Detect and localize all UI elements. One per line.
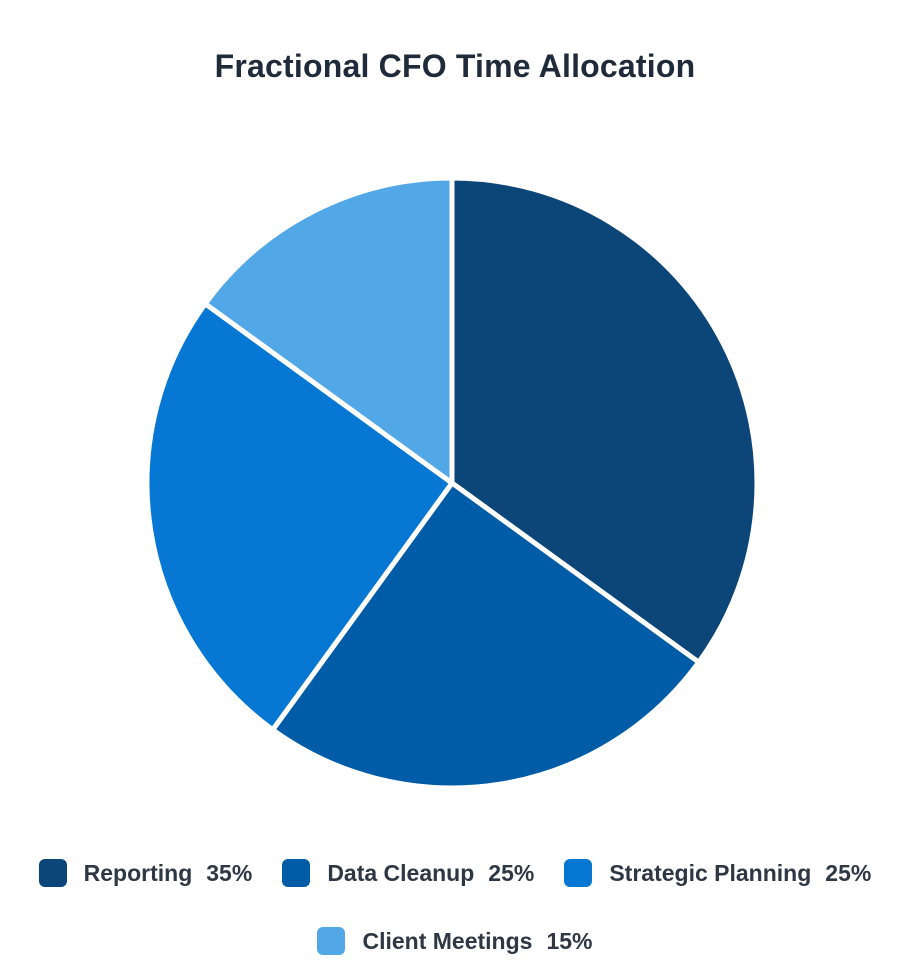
- legend-row-2: Client Meetings 15%: [0, 927, 910, 955]
- legend-value: 15%: [546, 927, 593, 954]
- pie-chart: [144, 175, 760, 791]
- pie-slice-reporting[interactable]: [449, 175, 760, 665]
- legend-swatch-data-cleanup: [282, 859, 311, 887]
- legend-item-client-meetings[interactable]: Client Meetings 15%: [317, 927, 593, 955]
- legend-item-data-cleanup[interactable]: Data Cleanup 25%: [282, 859, 534, 887]
- legend-value: 35%: [206, 859, 253, 886]
- legend-label: Reporting: [83, 859, 193, 886]
- legend-swatch-client-meetings: [317, 927, 346, 955]
- legend-row-1: Reporting 35% Data Cleanup 25% Strategic…: [0, 859, 910, 887]
- legend-item-strategic-planning[interactable]: Strategic Planning 25%: [564, 859, 871, 887]
- pie-slice-data-cleanup[interactable]: [270, 480, 702, 791]
- pie-slice-client-meetings[interactable]: [202, 175, 455, 486]
- legend-swatch-reporting: [38, 859, 67, 887]
- pie-slice-strategic-planning[interactable]: [144, 301, 455, 733]
- legend-value: 25%: [488, 859, 535, 886]
- chart-title: Fractional CFO Time Allocation: [214, 48, 696, 84]
- legend-item-reporting[interactable]: Reporting 35%: [38, 859, 253, 887]
- legend-swatch-strategic-planning: [564, 859, 593, 887]
- legend-label: Data Cleanup: [327, 859, 475, 886]
- legend-label: Client Meetings: [362, 927, 533, 954]
- legend-label: Strategic Planning: [609, 859, 812, 886]
- legend-value: 25%: [825, 859, 872, 886]
